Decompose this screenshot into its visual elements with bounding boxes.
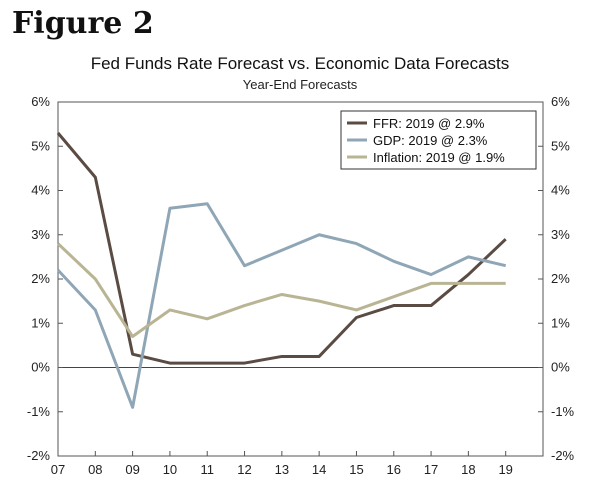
y-tick-label-right: 1% <box>551 315 570 330</box>
x-tick-label: 19 <box>498 462 512 477</box>
y-tick-label-right: 6% <box>551 94 570 109</box>
x-tick-label: 13 <box>275 462 289 477</box>
y-tick-label-left: 2% <box>31 271 50 286</box>
y-tick-label-left: 3% <box>31 227 50 242</box>
x-tick-label: 15 <box>349 462 363 477</box>
y-tick-label-right: 4% <box>551 183 570 198</box>
y-tick-label-left: 0% <box>31 360 50 375</box>
x-tick-label: 16 <box>387 462 401 477</box>
y-tick-label-left: 6% <box>31 94 50 109</box>
y-tick-label-right: 0% <box>551 360 570 375</box>
x-tick-label: 18 <box>461 462 475 477</box>
x-tick-label: 11 <box>200 462 214 477</box>
legend-label-ffr: FFR: 2019 @ 2.9% <box>373 116 485 131</box>
x-tick-label: 08 <box>88 462 102 477</box>
y-tick-label-left: -2% <box>27 448 51 463</box>
x-tick-label: 10 <box>163 462 177 477</box>
y-tick-label-right: 5% <box>551 138 570 153</box>
y-tick-label-left: 4% <box>31 183 50 198</box>
series-line-inflation <box>56 242 506 339</box>
legend <box>340 110 537 170</box>
y-tick-label-left: 5% <box>31 138 50 153</box>
figure-label: Figure 2 <box>12 6 154 41</box>
series-line-ffr <box>56 132 507 365</box>
x-tick-label: 07 <box>51 462 65 477</box>
y-tick-label-left: -1% <box>27 404 51 419</box>
x-tick-label: 09 <box>125 462 139 477</box>
x-tick-label: 14 <box>312 462 326 477</box>
legend-label-inflation: Inflation: 2019 @ 1.9% <box>373 150 505 165</box>
chart-title: Fed Funds Rate Forecast vs. Economic Dat… <box>90 54 510 73</box>
chart-subtitle: Year-End Forecasts <box>242 77 358 92</box>
series-line-gdp <box>56 202 507 409</box>
y-tick-label-right: -2% <box>551 448 575 463</box>
y-tick-label-right: 3% <box>551 227 570 242</box>
x-tick-label: 17 <box>424 462 438 477</box>
y-tick-label-right: 2% <box>551 271 570 286</box>
x-tick-label: 12 <box>237 462 251 477</box>
legend-label-gdp: GDP: 2019 @ 2.3% <box>373 133 488 148</box>
y-tick-label-left: 1% <box>31 315 50 330</box>
y-tick-label-right: -1% <box>551 404 575 419</box>
